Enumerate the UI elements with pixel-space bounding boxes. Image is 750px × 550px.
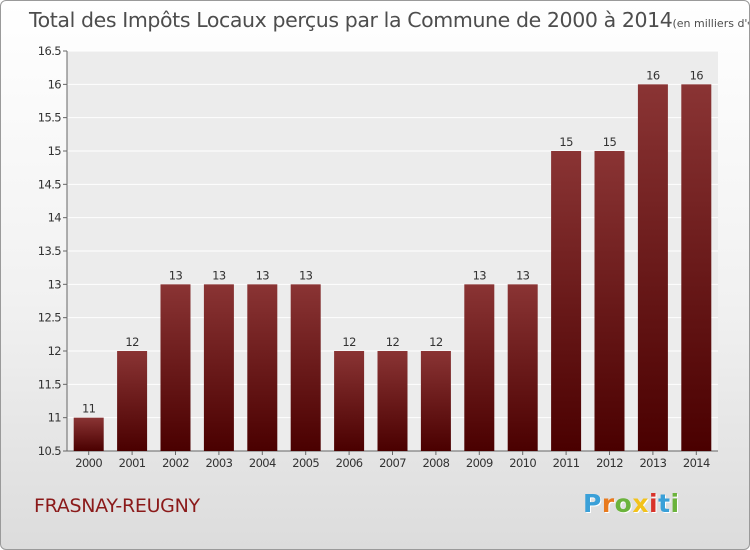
x-tick-label: 2004 (249, 456, 276, 470)
logo-letter: o (614, 489, 633, 518)
bar-2001 (117, 351, 148, 451)
x-tick-label: 2008 (422, 456, 449, 470)
bar-2011 (551, 151, 582, 451)
x-tick-label: 2005 (292, 456, 319, 470)
chart-subtitle: (en milliers d'€) (672, 17, 749, 30)
y-tick-label: 12 (48, 344, 62, 358)
bar-value-label: 13 (256, 268, 270, 282)
y-tick-label: 14.5 (38, 177, 61, 191)
bar-value-label: 13 (299, 268, 313, 282)
y-tick-label: 15.5 (38, 111, 61, 125)
bar-2002 (160, 284, 191, 451)
x-tick-label: 2014 (683, 456, 710, 470)
y-tick-label: 11 (48, 411, 62, 425)
x-tick-label: 2013 (639, 456, 666, 470)
logo-letter: t (658, 489, 671, 518)
bar-2000 (73, 417, 104, 451)
x-tick-label: 2000 (75, 456, 102, 470)
y-tick-label: 11.5 (38, 377, 61, 391)
chart-title: Total des Impôts Locaux perçus par la Co… (29, 8, 749, 32)
proxiti-logo: Proxiti (583, 489, 680, 518)
bar-value-label: 12 (125, 335, 139, 349)
x-tick-label: 2012 (596, 456, 623, 470)
x-tick-label: 2009 (466, 456, 493, 470)
x-tick-label: 2003 (205, 456, 232, 470)
bar-2008 (420, 351, 451, 451)
bar-value-label: 13 (473, 268, 487, 282)
bar-value-label: 13 (516, 268, 530, 282)
bar-2010 (507, 284, 538, 451)
x-tick-label: 2007 (379, 456, 406, 470)
logo-letter: i (670, 489, 680, 518)
bar-2009 (464, 284, 495, 451)
bar-2014 (681, 84, 712, 451)
logo-letter: x (632, 489, 649, 518)
x-tick-label: 2002 (162, 456, 189, 470)
bar-2006 (334, 351, 365, 451)
bar-value-label: 12 (342, 335, 356, 349)
y-tick-label: 16.5 (38, 44, 61, 58)
x-tick-label: 2010 (509, 456, 536, 470)
y-tick-label: 13.5 (38, 244, 61, 258)
bar-2012 (594, 151, 625, 451)
chart-title-text: Total des Impôts Locaux perçus par la Co… (29, 8, 673, 32)
y-tick-label: 10.5 (38, 444, 61, 458)
bar-value-label: 12 (386, 335, 400, 349)
y-tick-label: 14 (48, 211, 62, 225)
bar-value-label: 15 (603, 135, 617, 149)
commune-name: FRASNAY-REUGNY (34, 495, 200, 517)
bar-value-label: 12 (429, 335, 443, 349)
y-tick-label: 15 (48, 144, 62, 158)
bar-2004 (247, 284, 278, 451)
logo-letter: P (583, 489, 602, 518)
bar-2005 (290, 284, 321, 451)
logo-letter: r (601, 489, 615, 518)
y-tick-label: 13 (48, 277, 62, 291)
x-tick-label: 2001 (119, 456, 146, 470)
x-tick-label: 2006 (336, 456, 363, 470)
y-tick-label: 12.5 (38, 311, 61, 325)
logo-letter: i (649, 489, 659, 518)
bar-value-label: 13 (212, 268, 226, 282)
bar-2007 (377, 351, 408, 451)
bar-value-label: 16 (646, 68, 660, 82)
bar-value-label: 11 (82, 402, 96, 416)
bar-value-label: 13 (169, 268, 183, 282)
x-tick-label: 2011 (553, 456, 580, 470)
bar-2013 (637, 84, 668, 451)
y-tick-label: 16 (48, 77, 62, 91)
bar-value-label: 15 (559, 135, 573, 149)
bar-value-label: 16 (690, 68, 704, 82)
bar-2003 (203, 284, 234, 451)
